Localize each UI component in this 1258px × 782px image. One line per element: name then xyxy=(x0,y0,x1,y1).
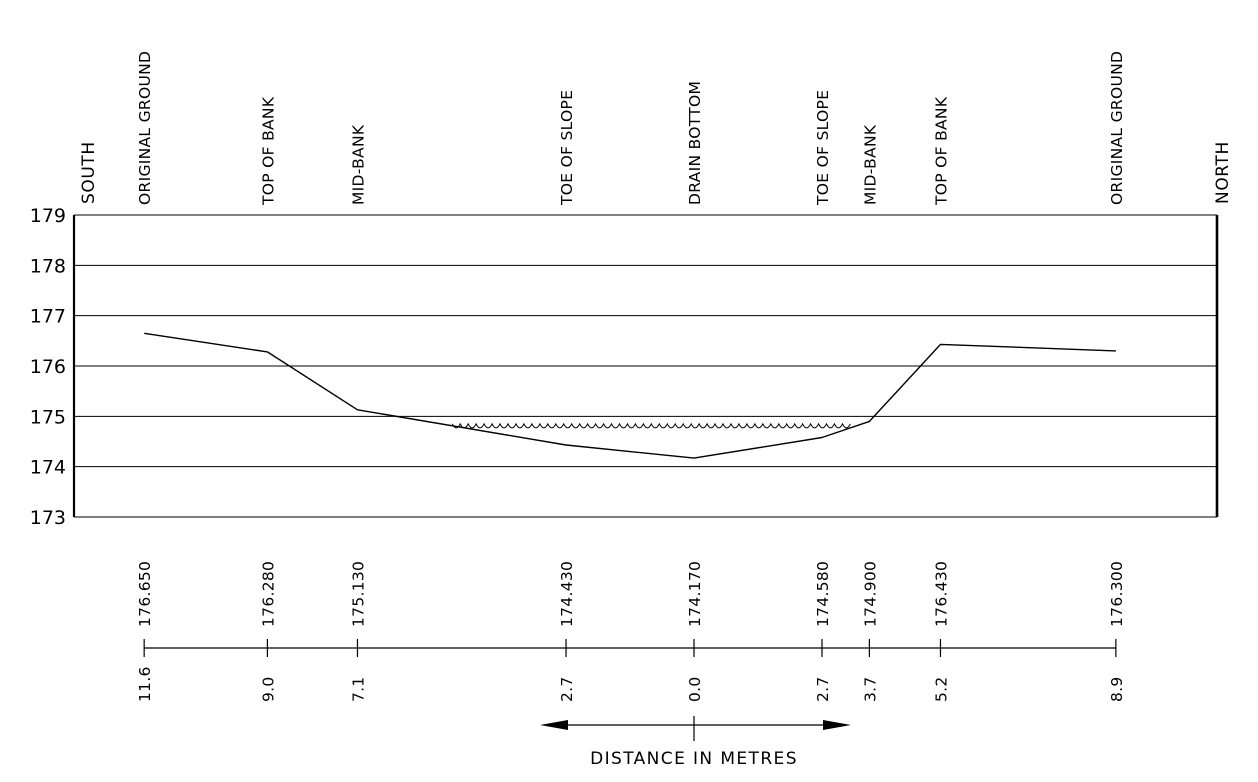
station-elevation-label: 176.650 xyxy=(136,561,154,627)
right-arrowhead xyxy=(823,720,851,730)
station-distance-label: 9.0 xyxy=(259,676,277,702)
station-feature-label: TOE OF SLOPE xyxy=(558,90,576,206)
station-distance-label: 3.7 xyxy=(861,676,879,702)
station-elevation-label: 174.580 xyxy=(814,561,832,627)
station-elevation-label: 174.900 xyxy=(861,561,879,627)
y-tick-label: 179 xyxy=(30,205,66,227)
left-arrowhead xyxy=(540,720,568,730)
south-label: SOUTH xyxy=(79,141,99,204)
y-tick-label: 178 xyxy=(30,255,66,277)
station-distance-label: 11.6 xyxy=(136,666,154,702)
station-feature-label: TOP OF BANK xyxy=(933,96,951,206)
station-elevation-label: 176.430 xyxy=(933,561,951,627)
station-distance-label: 8.9 xyxy=(1108,676,1126,702)
station-feature-label: TOE OF SLOPE xyxy=(814,90,832,206)
station-distance-label: 0.0 xyxy=(686,676,704,702)
station-distance-label: 5.2 xyxy=(933,676,951,702)
station-elevation-label: 176.280 xyxy=(259,561,277,627)
distance-axis-title: DISTANCE IN METRES xyxy=(590,749,798,769)
ground-profile-line xyxy=(144,332,1116,459)
station-distance-label: 7.1 xyxy=(350,676,368,702)
station-elevation-label: 176.300 xyxy=(1108,561,1126,627)
y-tick-label: 175 xyxy=(30,406,66,428)
station-feature-label: DRAIN BOTTOM xyxy=(686,81,704,205)
station-elevation-label: 174.430 xyxy=(558,561,576,627)
station-distance-label: 2.7 xyxy=(558,676,576,702)
station-feature-label: ORIGINAL GROUND xyxy=(136,51,154,205)
station-feature-label: MID-BANK xyxy=(350,124,368,205)
station-elevation-label: 174.170 xyxy=(686,561,704,627)
station-feature-label: MID-BANK xyxy=(861,124,879,205)
station-feature-label: ORIGINAL GROUND xyxy=(1108,51,1126,205)
north-label: NORTH xyxy=(1213,141,1233,204)
y-tick-label: 176 xyxy=(30,356,66,378)
water-surface-line xyxy=(451,422,851,429)
station-elevation-label: 175.130 xyxy=(350,561,368,627)
station-distance-label: 2.7 xyxy=(814,676,832,702)
y-tick-label: 173 xyxy=(30,507,66,529)
station-feature-label: TOP OF BANK xyxy=(259,96,277,206)
y-tick-label: 174 xyxy=(30,457,66,479)
y-tick-label: 177 xyxy=(30,306,66,328)
